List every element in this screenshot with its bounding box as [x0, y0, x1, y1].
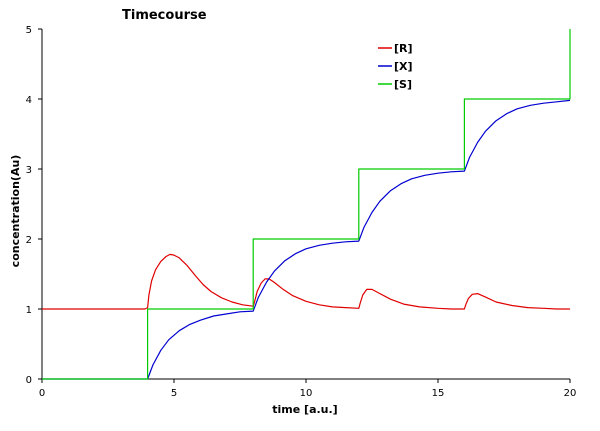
x-tick-label: 10 — [300, 388, 313, 399]
y-tick-label: 1 — [26, 305, 32, 316]
series-line-r — [42, 253, 570, 310]
x-axis: 0 5 10 15 20 — [39, 379, 577, 399]
y-tick-label: 2 — [26, 235, 32, 246]
y-tick-label: 5 — [26, 25, 32, 36]
x-tick-label: 0 — [39, 388, 45, 399]
legend-label-r: [R] — [394, 42, 413, 55]
y-axis-label: concentration(Au) — [9, 155, 22, 268]
y-tick-label: 4 — [26, 95, 32, 106]
x-tick-label: 15 — [432, 388, 445, 399]
x-tick-label: 20 — [564, 388, 577, 399]
x-tick-label: 5 — [171, 388, 177, 399]
y-axis: 0 1 2 3 4 5 — [26, 25, 42, 386]
series-line-x — [42, 99, 571, 380]
legend: [R] [X] [S] — [378, 42, 413, 91]
x-axis-label: time [a.u.] — [272, 403, 337, 416]
plot-frame — [41, 29, 570, 380]
legend-label-s: [S] — [394, 78, 412, 91]
series-line-s — [42, 29, 571, 380]
y-tick-label: 0 — [26, 375, 32, 386]
chart-title: Timecourse — [122, 8, 207, 23]
y-tick-label: 3 — [26, 165, 32, 176]
series-layer — [42, 29, 571, 380]
legend-label-x: [X] — [394, 60, 413, 73]
